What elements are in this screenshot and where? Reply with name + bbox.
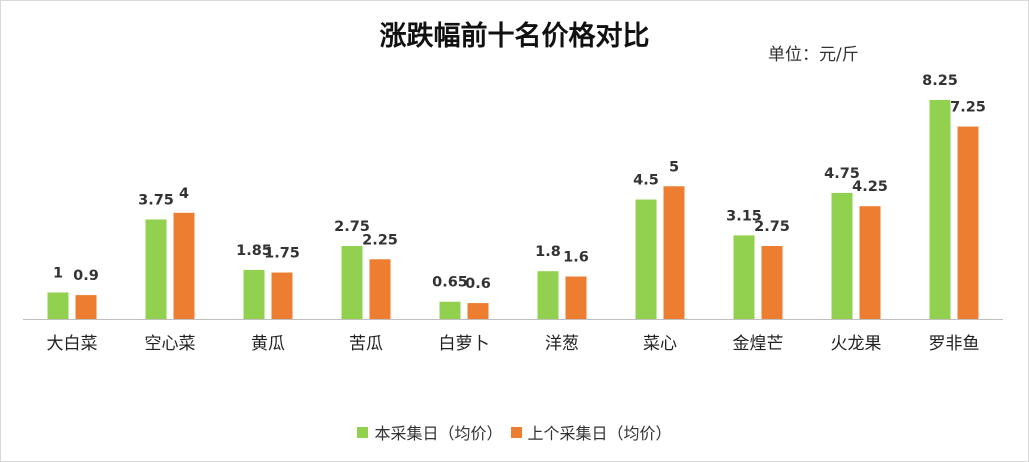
legend-item-current: 本采集日（均价） [357,420,503,444]
bar-current-0 [47,292,69,319]
data-label-previous-8: 4.25 [852,179,888,195]
data-label-current-1: 3.75 [138,192,174,208]
legend-label-current: 本采集日（均价） [374,424,503,443]
data-label-current-4: 0.65 [432,275,468,291]
bar-current-8 [831,192,853,319]
legend-swatch-current [357,426,369,438]
data-label-previous-0: 0.9 [73,268,99,284]
bar-previous-2 [271,272,293,319]
data-label-current-3: 2.75 [334,219,370,235]
data-label-previous-9: 7.25 [950,100,986,116]
category-label-6: 菜心 [643,334,677,354]
bar-current-9 [929,100,951,319]
category-label-9: 罗非鱼 [929,334,980,354]
category-label-3: 苦瓜 [349,334,383,354]
data-label-current-0: 1 [53,265,63,281]
data-label-previous-2: 1.75 [264,246,300,262]
bar-current-3 [341,246,363,319]
bar-previous-4 [467,303,489,319]
legend-item-previous: 上个采集日（均价） [510,420,672,444]
bar-previous-3 [369,259,391,319]
bar-previous-8 [859,206,881,319]
bar-previous-0 [75,295,97,319]
bar-previous-6 [663,186,685,319]
bar-current-1 [145,219,167,319]
legend-label-previous: 上个采集日（均价） [527,424,672,443]
bar-previous-5 [565,276,587,319]
legend-swatch-previous [510,426,522,438]
category-label-7: 金煌芒 [733,334,784,354]
bar-previous-7 [761,246,783,319]
data-label-current-5: 1.8 [535,244,561,260]
bar-previous-9 [957,126,979,319]
category-label-0: 大白菜 [47,334,98,354]
data-label-current-6: 4.5 [633,173,659,189]
data-label-current-9: 8.25 [922,73,958,89]
data-label-previous-1: 4 [179,186,189,202]
category-label-5: 洋葱 [545,334,579,354]
chart-title: 涨跌幅前十名价格对比 [379,21,650,52]
category-label-8: 火龙果 [831,334,882,354]
legend: 本采集日（均价） 上个采集日（均价） [0,420,1029,444]
data-label-current-7: 3.15 [726,208,762,224]
bar-current-6 [635,199,657,319]
data-label-previous-3: 2.25 [362,232,398,248]
bar-current-7 [733,235,755,319]
data-label-previous-7: 2.75 [754,219,790,235]
data-label-current-2: 1.85 [236,243,272,259]
unit-label: 单位：元/斤 [768,45,859,65]
data-label-previous-6: 5 [669,159,679,175]
category-label-1: 空心菜 [145,334,196,354]
data-label-previous-4: 0.6 [465,276,491,292]
bar-current-5 [537,271,559,319]
bar-previous-1 [173,212,195,319]
bar-current-4 [439,301,461,319]
bar-current-2 [243,269,265,319]
category-label-2: 黄瓜 [251,334,285,354]
category-label-4: 白萝卜 [439,334,490,354]
data-label-current-8: 4.75 [824,166,860,182]
data-label-previous-5: 1.6 [563,250,589,266]
